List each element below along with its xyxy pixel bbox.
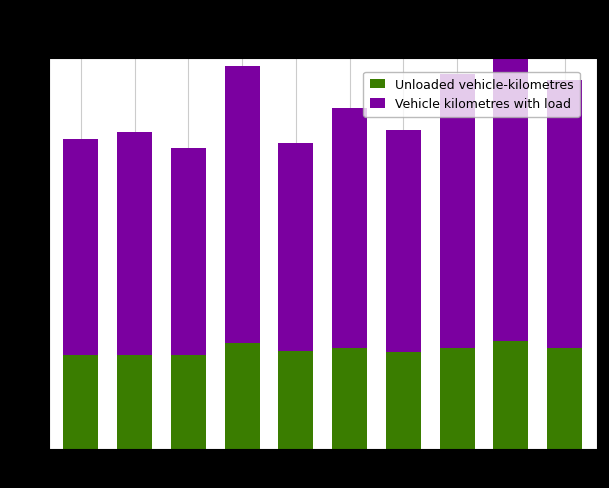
Legend: Unloaded vehicle-kilometres, Vehicle kilometres with load: Unloaded vehicle-kilometres, Vehicle kil…	[364, 73, 580, 117]
Bar	[171, 149, 206, 356]
Bar	[278, 143, 314, 351]
Bar	[547, 81, 582, 348]
Bar	[332, 109, 367, 348]
Bar	[493, 59, 528, 341]
Bar	[493, 341, 528, 449]
Bar	[278, 351, 314, 449]
Bar	[440, 348, 474, 449]
Bar	[63, 356, 99, 449]
Bar	[171, 356, 206, 449]
Bar	[225, 343, 259, 449]
Bar	[547, 348, 582, 449]
Bar	[118, 356, 152, 449]
Bar	[332, 348, 367, 449]
Bar	[386, 130, 421, 352]
Bar	[386, 352, 421, 449]
Bar	[225, 67, 259, 343]
Bar	[118, 132, 152, 356]
Bar	[440, 75, 474, 348]
Bar	[63, 140, 99, 356]
